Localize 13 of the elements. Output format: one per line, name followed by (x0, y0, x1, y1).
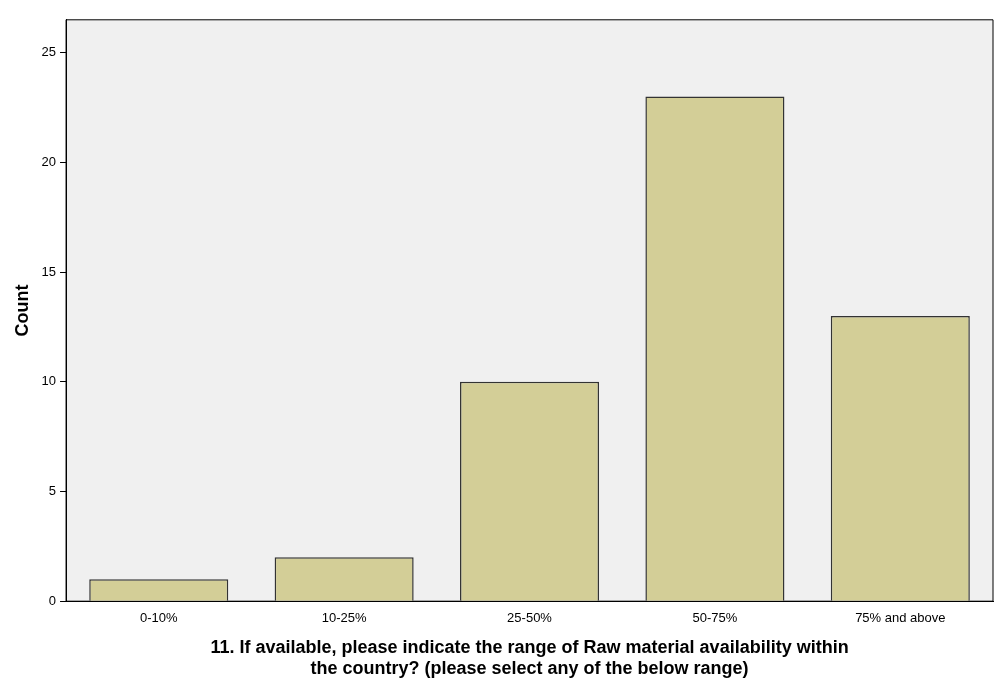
x-tick-label: 50-75% (692, 609, 738, 625)
y-tick-label: 25 (41, 44, 57, 60)
x-tick-label: 0-10% (139, 609, 178, 625)
x-tick-label: 25-50% (507, 609, 553, 625)
y-tick-label: 15 (41, 263, 57, 279)
y-axis-title: Count (11, 284, 32, 337)
y-tick-label: 0 (48, 592, 57, 608)
y-tick-label: 5 (48, 483, 57, 499)
x-tick-label: 75% and above (855, 609, 946, 625)
y-tick-label: 10 (41, 373, 57, 389)
x-tick-label: 10-25% (321, 609, 367, 625)
y-tick-label: 20 (41, 153, 57, 169)
x-axis-title: 11. If available, please indicate the range of Raw material availability within the country? (please select any of the below range) (210, 636, 849, 679)
